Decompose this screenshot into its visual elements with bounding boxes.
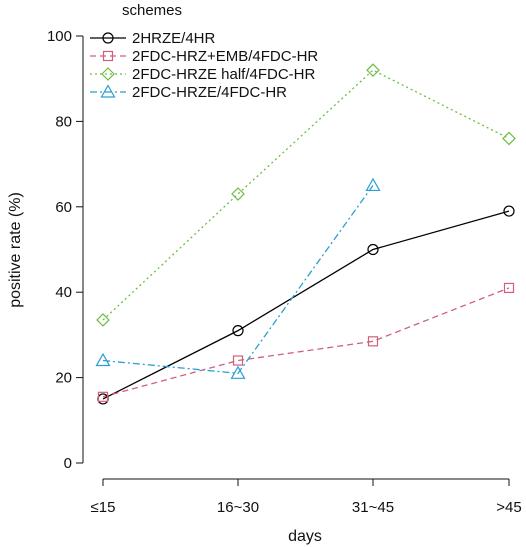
y-axis-label: positive rate (%) bbox=[7, 192, 24, 308]
point-s1-3 bbox=[503, 282, 515, 294]
point-s3-1 bbox=[230, 365, 246, 379]
series-lines bbox=[102, 69, 510, 400]
legend-label-2: 2FDC-HRZE half/4FDC-HR bbox=[132, 66, 316, 83]
y-tick-label-0: 0 bbox=[64, 455, 72, 472]
legend-label-3: 2FDC-HRZE/4FDC-HR bbox=[132, 84, 287, 101]
y-tick-label-100: 100 bbox=[47, 28, 72, 45]
legend-label-0: 2HRZE/4HR bbox=[132, 30, 216, 47]
legend-marker-2 bbox=[101, 67, 115, 81]
legend: schemes2HRZE/4HR2FDC-HRZ+EMB/4FDC-HR2FDC… bbox=[90, 2, 318, 101]
axes: 0 20 40 60 80 100 ≤15 16~30 31~45 >45 bbox=[47, 28, 522, 516]
point-s2-2 bbox=[366, 63, 380, 78]
series-line-0 bbox=[102, 210, 510, 400]
x-axis-label: days bbox=[288, 528, 322, 545]
legend-title: schemes bbox=[122, 2, 182, 19]
legend-label-1: 2FDC-HRZ+EMB/4FDC-HR bbox=[132, 48, 318, 65]
point-s3-0 bbox=[95, 352, 111, 367]
legend-marker-0 bbox=[102, 32, 114, 44]
y-tick-label-80: 80 bbox=[55, 113, 72, 130]
x-tick-label-0: ≤15 bbox=[91, 499, 116, 516]
x-tick-label-1: 16~30 bbox=[217, 499, 259, 516]
series-line-1 bbox=[102, 287, 510, 398]
point-s2-3 bbox=[502, 131, 516, 146]
x-tick-label-3: >45 bbox=[496, 499, 521, 516]
point-s2-1 bbox=[231, 187, 245, 201]
x-tick-label-2: 31~45 bbox=[352, 499, 394, 516]
y-tick-label-40: 40 bbox=[55, 284, 72, 301]
point-s0-1 bbox=[232, 325, 244, 337]
legend-marker-1 bbox=[102, 50, 114, 62]
point-s2-0 bbox=[96, 313, 110, 327]
y-tick-label-20: 20 bbox=[55, 370, 72, 387]
y-tick-label-60: 60 bbox=[55, 199, 72, 216]
series-line-2 bbox=[102, 69, 510, 321]
series-markers bbox=[95, 63, 516, 405]
point-s3-2 bbox=[365, 177, 381, 192]
point-s0-3 bbox=[503, 205, 515, 217]
point-s1-2 bbox=[367, 336, 379, 347]
point-s1-1 bbox=[232, 355, 244, 366]
point-s0-2 bbox=[367, 243, 379, 256]
point-s1-0 bbox=[97, 391, 109, 402]
series-line-3 bbox=[102, 185, 374, 375]
legend-marker-3 bbox=[100, 84, 116, 98]
